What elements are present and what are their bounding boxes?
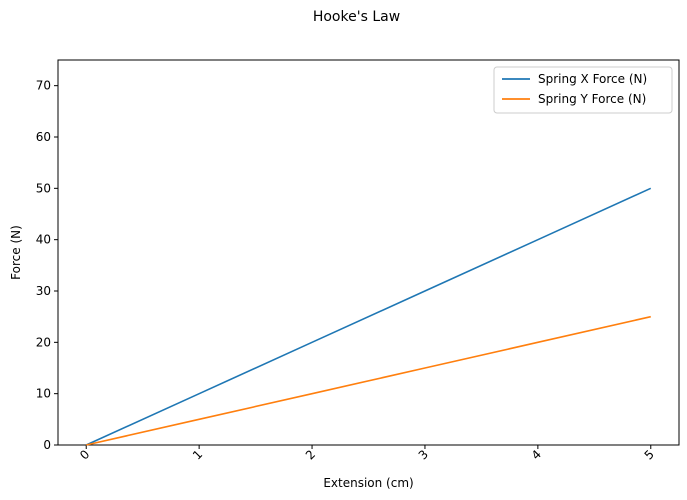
x-tick-label: 2 <box>303 447 318 462</box>
x-axis: 0 1 2 3 4 5 <box>77 445 657 463</box>
y-tick-label: 30 <box>36 284 51 298</box>
plot-area <box>57 59 680 446</box>
series-line-2 <box>86 315 651 446</box>
y-tick-label: 20 <box>36 335 51 349</box>
x-axis-label: Extension (cm) <box>323 476 413 490</box>
y-axis: 0 10 20 30 40 50 60 70 <box>36 79 58 452</box>
plot-frame <box>57 59 680 446</box>
y-tick-label: 0 <box>43 438 51 452</box>
legend-box <box>493 66 673 114</box>
chart-title: Hooke's Law <box>313 9 400 25</box>
series-line-1 <box>85 187 652 446</box>
x-tick-label: 5 <box>642 447 657 462</box>
x-tick-label: 0 <box>77 447 92 462</box>
x-tick-label: 4 <box>529 447 544 462</box>
y-tick-label: 10 <box>36 387 51 401</box>
y-tick-label: 60 <box>36 130 51 144</box>
x-tick-label: 3 <box>416 447 431 462</box>
y-tick-label: 40 <box>36 233 51 247</box>
legend-label-1: Spring X Force (N) <box>538 72 647 86</box>
legend: Spring X Force (N) Spring Y Force (N) <box>493 66 673 114</box>
y-tick-label: 50 <box>36 181 51 195</box>
y-axis-label: Force (N) <box>9 225 23 280</box>
series-layer <box>85 187 652 446</box>
x-tick-label: 1 <box>190 447 205 462</box>
y-tick-label: 70 <box>36 79 51 93</box>
legend-label-2: Spring Y Force (N) <box>538 92 646 106</box>
